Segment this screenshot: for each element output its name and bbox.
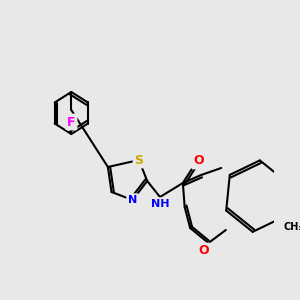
Text: CH₃: CH₃ [283,222,300,232]
Text: N: N [128,195,137,205]
Text: NH: NH [151,199,169,209]
Text: O: O [199,244,209,257]
Text: S: S [134,154,143,166]
Text: O: O [193,154,204,167]
Text: F: F [67,116,76,128]
